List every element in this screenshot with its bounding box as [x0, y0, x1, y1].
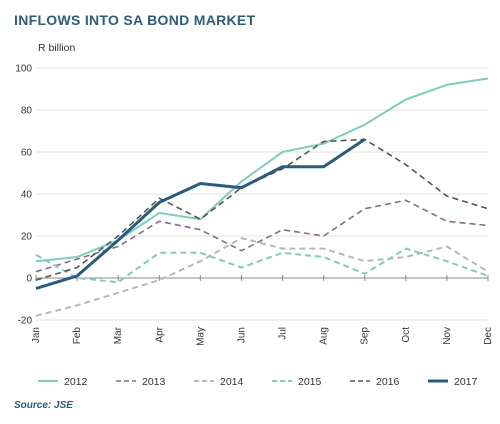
- x-tick-label: Mar: [113, 326, 124, 344]
- chart-title: INFLOWS INTO SA BOND MARKET: [14, 12, 256, 28]
- y-tick-label: 60: [21, 148, 33, 159]
- series-line-2013: [35, 199, 489, 273]
- x-tick-label: Jan: [31, 327, 42, 343]
- gridlines: [35, 67, 489, 321]
- legend: 2012 2013 2014 2015 2016 2017: [38, 376, 478, 388]
- x-tick-label: May: [195, 327, 206, 346]
- y-tick-label: -20: [18, 316, 33, 327]
- legend-label-2016: 2016: [376, 376, 400, 388]
- source-note: Source: JSE: [14, 400, 73, 411]
- series-line-2017: [35, 138, 366, 290]
- x-tick-label: Jul: [278, 327, 289, 340]
- series-line-2015: [35, 247, 489, 284]
- x-tick-label: Oct: [401, 327, 412, 343]
- x-tick-label: Jun: [236, 327, 247, 343]
- series-line-2014: [35, 237, 489, 317]
- legend-label-2014: 2014: [220, 376, 244, 388]
- y-tick-label: 0: [26, 274, 32, 285]
- y-tick-label: 80: [21, 106, 33, 117]
- y-tick-label: 20: [21, 232, 33, 243]
- x-tick-label: Apr: [154, 326, 165, 342]
- legend-label-2012: 2012: [64, 376, 88, 388]
- y-tick-label: 40: [21, 190, 33, 201]
- x-tick-label: Feb: [72, 327, 83, 345]
- series-lines: [35, 77, 489, 317]
- y-axis-unit-label: R billion: [38, 42, 76, 54]
- x-tick-label: Dec: [483, 327, 494, 345]
- legend-label-2017: 2017: [454, 376, 478, 388]
- legend-label-2013: 2013: [142, 376, 166, 388]
- series-line-2012: [35, 77, 489, 263]
- series-line-2016: [35, 138, 489, 281]
- y-tick-labels: -20 0 20 40 60 80 100: [15, 64, 32, 327]
- x-tick-label: Aug: [319, 327, 330, 345]
- x-tick-label: Nov: [442, 327, 453, 345]
- x-tick-labels: Jan Feb Mar Apr May Jun Jul Aug Sep Oct Nov Dec: [31, 326, 494, 346]
- x-tick-label: Sep: [360, 327, 371, 345]
- legend-label-2015: 2015: [298, 376, 322, 388]
- y-tick-label: 100: [15, 64, 32, 75]
